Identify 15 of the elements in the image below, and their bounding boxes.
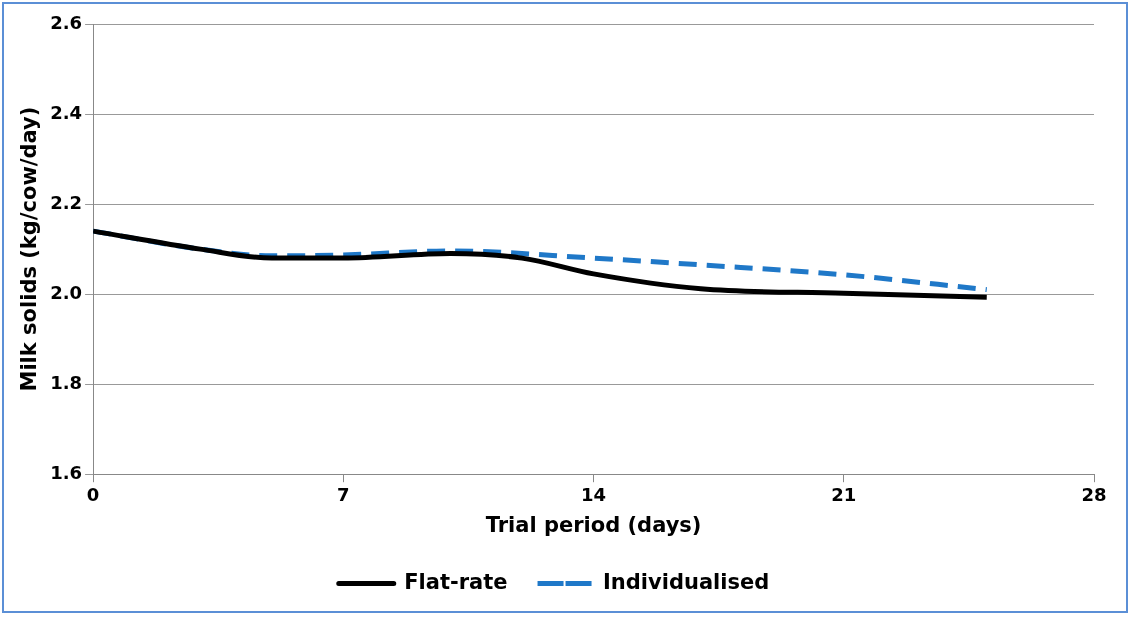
y-tick-label: 2.2 — [50, 191, 83, 213]
y-tick-label: 2.4 — [50, 101, 83, 123]
y-axis-title: Milk solids (kg/cow/day) — [17, 106, 42, 392]
legend-label: Individualised — [603, 569, 770, 594]
x-tick-label: 14 — [581, 483, 607, 505]
y-tick-label: 2.6 — [50, 11, 83, 33]
x-tick-label: 21 — [831, 483, 857, 505]
x-tick-label: 28 — [1081, 483, 1107, 505]
x-axis-title: Trial period (days) — [485, 512, 702, 537]
x-tick-label: 7 — [337, 483, 350, 505]
y-tick-label: 1.8 — [50, 371, 83, 393]
y-tick-label: 2.0 — [50, 281, 83, 303]
y-tick-label: 1.6 — [50, 461, 83, 483]
x-tick-label: 0 — [86, 483, 100, 505]
legend-label: Flat-rate — [404, 569, 508, 594]
